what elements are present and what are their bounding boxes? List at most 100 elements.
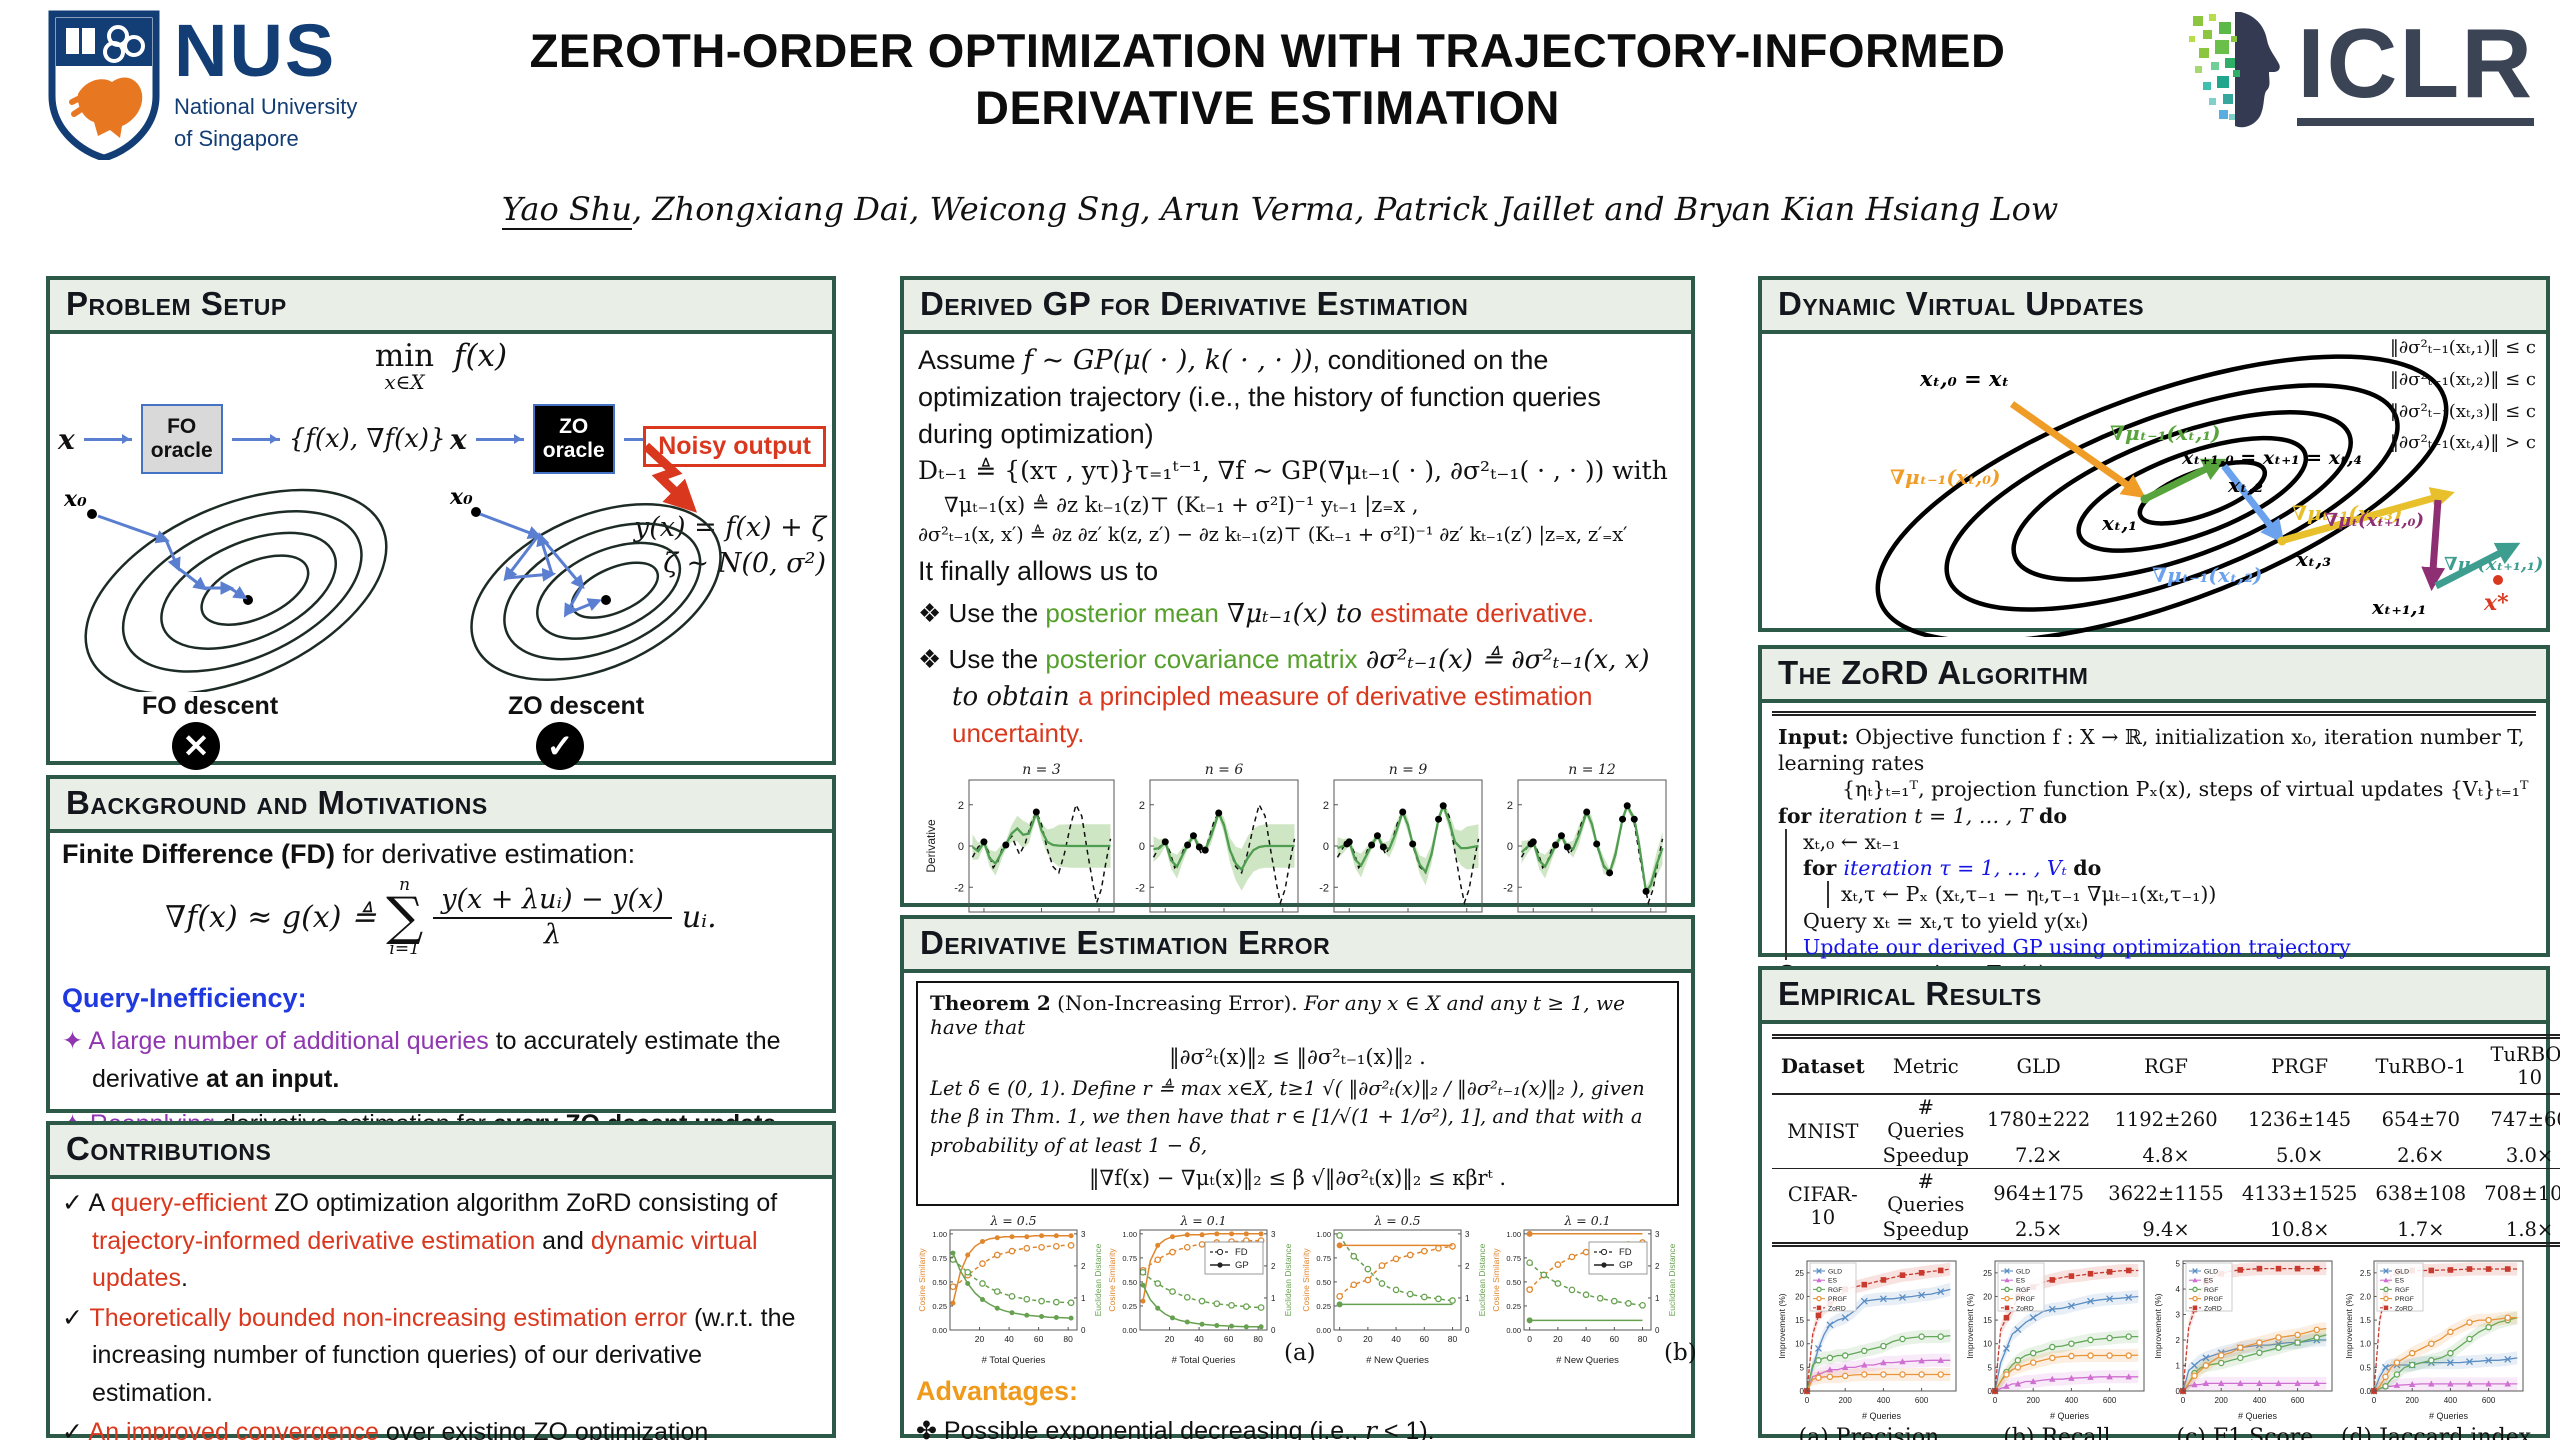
- svg-text:2.0: 2.0: [2360, 1292, 2372, 1301]
- svg-text:RGF: RGF: [2204, 1287, 2218, 1294]
- svg-text:Cosine Similarity: Cosine Similarity: [1107, 1247, 1117, 1311]
- zo-optimum-dot: [601, 595, 611, 605]
- svg-text:600: 600: [2103, 1396, 2117, 1405]
- emp-caption-3: (d) Jaccard index: [2340, 1425, 2532, 1440]
- svg-text:0: 0: [2372, 1396, 2377, 1405]
- dynamic-updates-body: xₜ,₀ = xₜ ∇μₜ₋₁(xₜ,₀) ∇μₜ₋₁(xₜ,₁) xₜ,₁ x…: [1762, 334, 2546, 644]
- objective-formula: min x∈X f(x): [50, 338, 832, 394]
- noisy-output-badge: Noisy output: [643, 426, 826, 467]
- svg-text:600: 600: [1915, 1396, 1929, 1405]
- svg-text:PRGF: PRGF: [1828, 1296, 1847, 1303]
- svg-text:ZoRD: ZoRD: [2016, 1305, 2034, 1312]
- dynamic-updates-header: Dynamic Virtual Updates: [1762, 280, 2546, 334]
- condition-2: ‖∂σ²ₜ₋₁(xₜ,₂)‖ ≤ c: [2389, 368, 2536, 390]
- panel-derived-gp: Derived GP for Derivative Estimation Ass…: [900, 276, 1695, 961]
- label-xt0: xₜ,₀ = xₜ: [1919, 366, 2009, 391]
- problem-setup-header: Problem Setup: [50, 280, 832, 334]
- diamond-bullet-icon: ❖: [918, 643, 949, 674]
- fo-descent-path: [97, 514, 248, 600]
- empirical-results-body: Dataset Metric GLD RGF PRGF TuRBO-1 TuRB…: [1762, 1024, 2560, 1440]
- label-x-star: x*: [2483, 590, 2509, 616]
- svg-text:Derivative: Derivative: [924, 819, 938, 873]
- svg-text:40: 40: [1194, 1334, 1204, 1344]
- gp-plot-2: -202-505n = 9: [1319, 762, 1482, 930]
- cross-icon: ✕: [172, 722, 220, 770]
- check-bullet-icon: ✓: [62, 1418, 89, 1440]
- label-xt2: xₜ,₂: [2227, 473, 2263, 497]
- svg-text:60: 60: [1223, 1334, 1233, 1344]
- svg-text:40: 40: [1004, 1334, 1014, 1344]
- svg-text:20: 20: [1164, 1334, 1174, 1344]
- theorem-eq-1: ‖∂σ²ₜ(x)‖₂ ≤ ‖∂σ²ₜ₋₁(x)‖₂ .: [1169, 1045, 1426, 1069]
- check-icon: ✓: [536, 722, 584, 770]
- svg-text:60: 60: [1419, 1334, 1429, 1344]
- noise-eq-2: ζ ~ N(0, σ²): [663, 548, 826, 580]
- fo-optimum-dot: [243, 595, 253, 605]
- estimation-error-body: Theorem 2 (Non-Increasing Error). For an…: [904, 973, 1697, 1440]
- arrow-virtual-update-0: [2009, 401, 2146, 499]
- panel-dynamic-updates: Dynamic Virtual Updates: [1758, 276, 2550, 644]
- table-row-cifar-queries: CIFAR-10 # Queries 964±175 3622±1155 413…: [1787, 1170, 2560, 1229]
- nus-wordmark: NUS National University of Singapore: [174, 14, 357, 153]
- svg-text:600: 600: [2482, 1396, 2496, 1405]
- fo-box-line1: FO: [167, 414, 197, 438]
- gp-allows-line: It finally allows us to: [918, 556, 1159, 587]
- svg-text:λ = 0.5: λ = 0.5: [989, 1214, 1036, 1228]
- algo-query-line: Query xₜ = xₜ,τ to yield y(xₜ): [1803, 908, 2089, 933]
- svg-text:n = 6: n = 6: [1204, 762, 1243, 778]
- fo-start-dot: [87, 509, 97, 519]
- svg-text:2: 2: [2175, 1336, 2180, 1345]
- dynamic-updates-title: Dynamic Virtual Updates: [1778, 285, 2145, 322]
- svg-text:200: 200: [2406, 1396, 2420, 1405]
- iclr-head-icon: [2189, 12, 2281, 128]
- arrow-virtual-update-4: [2421, 499, 2446, 592]
- svg-text:1: 1: [1271, 1294, 1276, 1303]
- gp-covariance-formula: ∂σ²ₜ₋₁(x, x′) ≜ ∂z ∂z′ k(z, z′) − ∂z kₜ₋…: [918, 523, 1628, 547]
- panel-background: Background and Motivations Finite Differ…: [46, 775, 836, 1138]
- svg-text:400: 400: [2253, 1396, 2267, 1405]
- label-xt3: xₜ,₃: [2295, 547, 2331, 571]
- background-title: Background and Motivations: [66, 784, 488, 821]
- svg-text:0.25: 0.25: [932, 1302, 947, 1311]
- svg-text:0: 0: [1337, 1334, 1342, 1344]
- fo-descent-diagram: x₀: [63, 486, 388, 692]
- svg-text:FD: FD: [1619, 1247, 1632, 1258]
- fo-oracle-row: x FO oracle {f(x), ∇f(x)}: [58, 404, 446, 474]
- svg-text:5: 5: [2175, 1260, 2180, 1269]
- svg-text:0.75: 0.75: [1316, 1254, 1331, 1263]
- svg-text:0: 0: [2175, 1387, 2180, 1396]
- algo-input: Input: Objective function f : X → ℝ, ini…: [1778, 725, 2525, 776]
- svg-text:Euclidean Distance: Euclidean Distance: [1093, 1243, 1103, 1316]
- gp-plot-3: -202-505n = 12: [1503, 762, 1666, 930]
- svg-text:0.75: 0.75: [1506, 1254, 1521, 1263]
- svg-text:Improvement (%): Improvement (%): [1965, 1293, 1975, 1358]
- objective-expression: f(x): [453, 338, 508, 374]
- arrow-virtual-update-3: [2283, 487, 2455, 544]
- svg-text:20: 20: [1795, 1292, 1804, 1301]
- derived-gp-title: Derived GP for Derivative Estimation: [920, 285, 1469, 322]
- diamond-bullet-icon: ✦: [62, 1027, 89, 1055]
- clover-bullet-icon: ✤: [916, 1416, 944, 1440]
- check-bullet-icon: ✓: [62, 1303, 90, 1332]
- emp-plot-cell-0: 0 5 10 15 20 25 0 200 400 600 GLD ES RGF PRGF ZoRD Impr…: [1777, 1253, 1961, 1440]
- svg-text:n = 3: n = 3: [1022, 762, 1061, 778]
- svg-text:0.50: 0.50: [1122, 1278, 1137, 1287]
- zo-oracle-box: ZO oracle: [532, 404, 615, 474]
- svg-text:0.00: 0.00: [1122, 1326, 1137, 1335]
- svg-text:Euclidean Distance: Euclidean Distance: [1667, 1243, 1677, 1316]
- fo-input-x: x: [58, 422, 75, 456]
- svg-text:1: 1: [2175, 1362, 2180, 1371]
- background-header: Background and Motivations: [50, 779, 832, 833]
- derived-gp-body: Assume f ~ GP(μ( · ), k( · , · )), condi…: [904, 334, 1691, 969]
- svg-text:200: 200: [2214, 1396, 2228, 1405]
- svg-text:1.00: 1.00: [1122, 1230, 1137, 1239]
- fo-arrow-in-icon: [83, 434, 132, 444]
- svg-text:0: 0: [1993, 1396, 1998, 1405]
- zord-algorithm-title: The ZoRD Algorithm: [1778, 654, 2089, 691]
- panel-contributions: Contributions ✓ A query-efficient ZO opt…: [46, 1121, 836, 1440]
- objective-min: min: [374, 338, 435, 374]
- panel-estimation-error: Derivative Estimation Error Theorem 2 (N…: [900, 915, 1697, 1440]
- algorithm-box: Input: Objective function f : X → ℝ, ini…: [1772, 711, 2536, 1000]
- label-grad-xt-plus1-1: ∇μₜ(xₜ₊₁,₁): [2444, 554, 2543, 575]
- uncertainty-conditions: ‖∂σ²ₜ₋₁(xₜ,₁)‖ ≤ c ‖∂σ²ₜ₋₁(xₜ,₂)‖ ≤ c ‖∂…: [2390, 338, 2536, 465]
